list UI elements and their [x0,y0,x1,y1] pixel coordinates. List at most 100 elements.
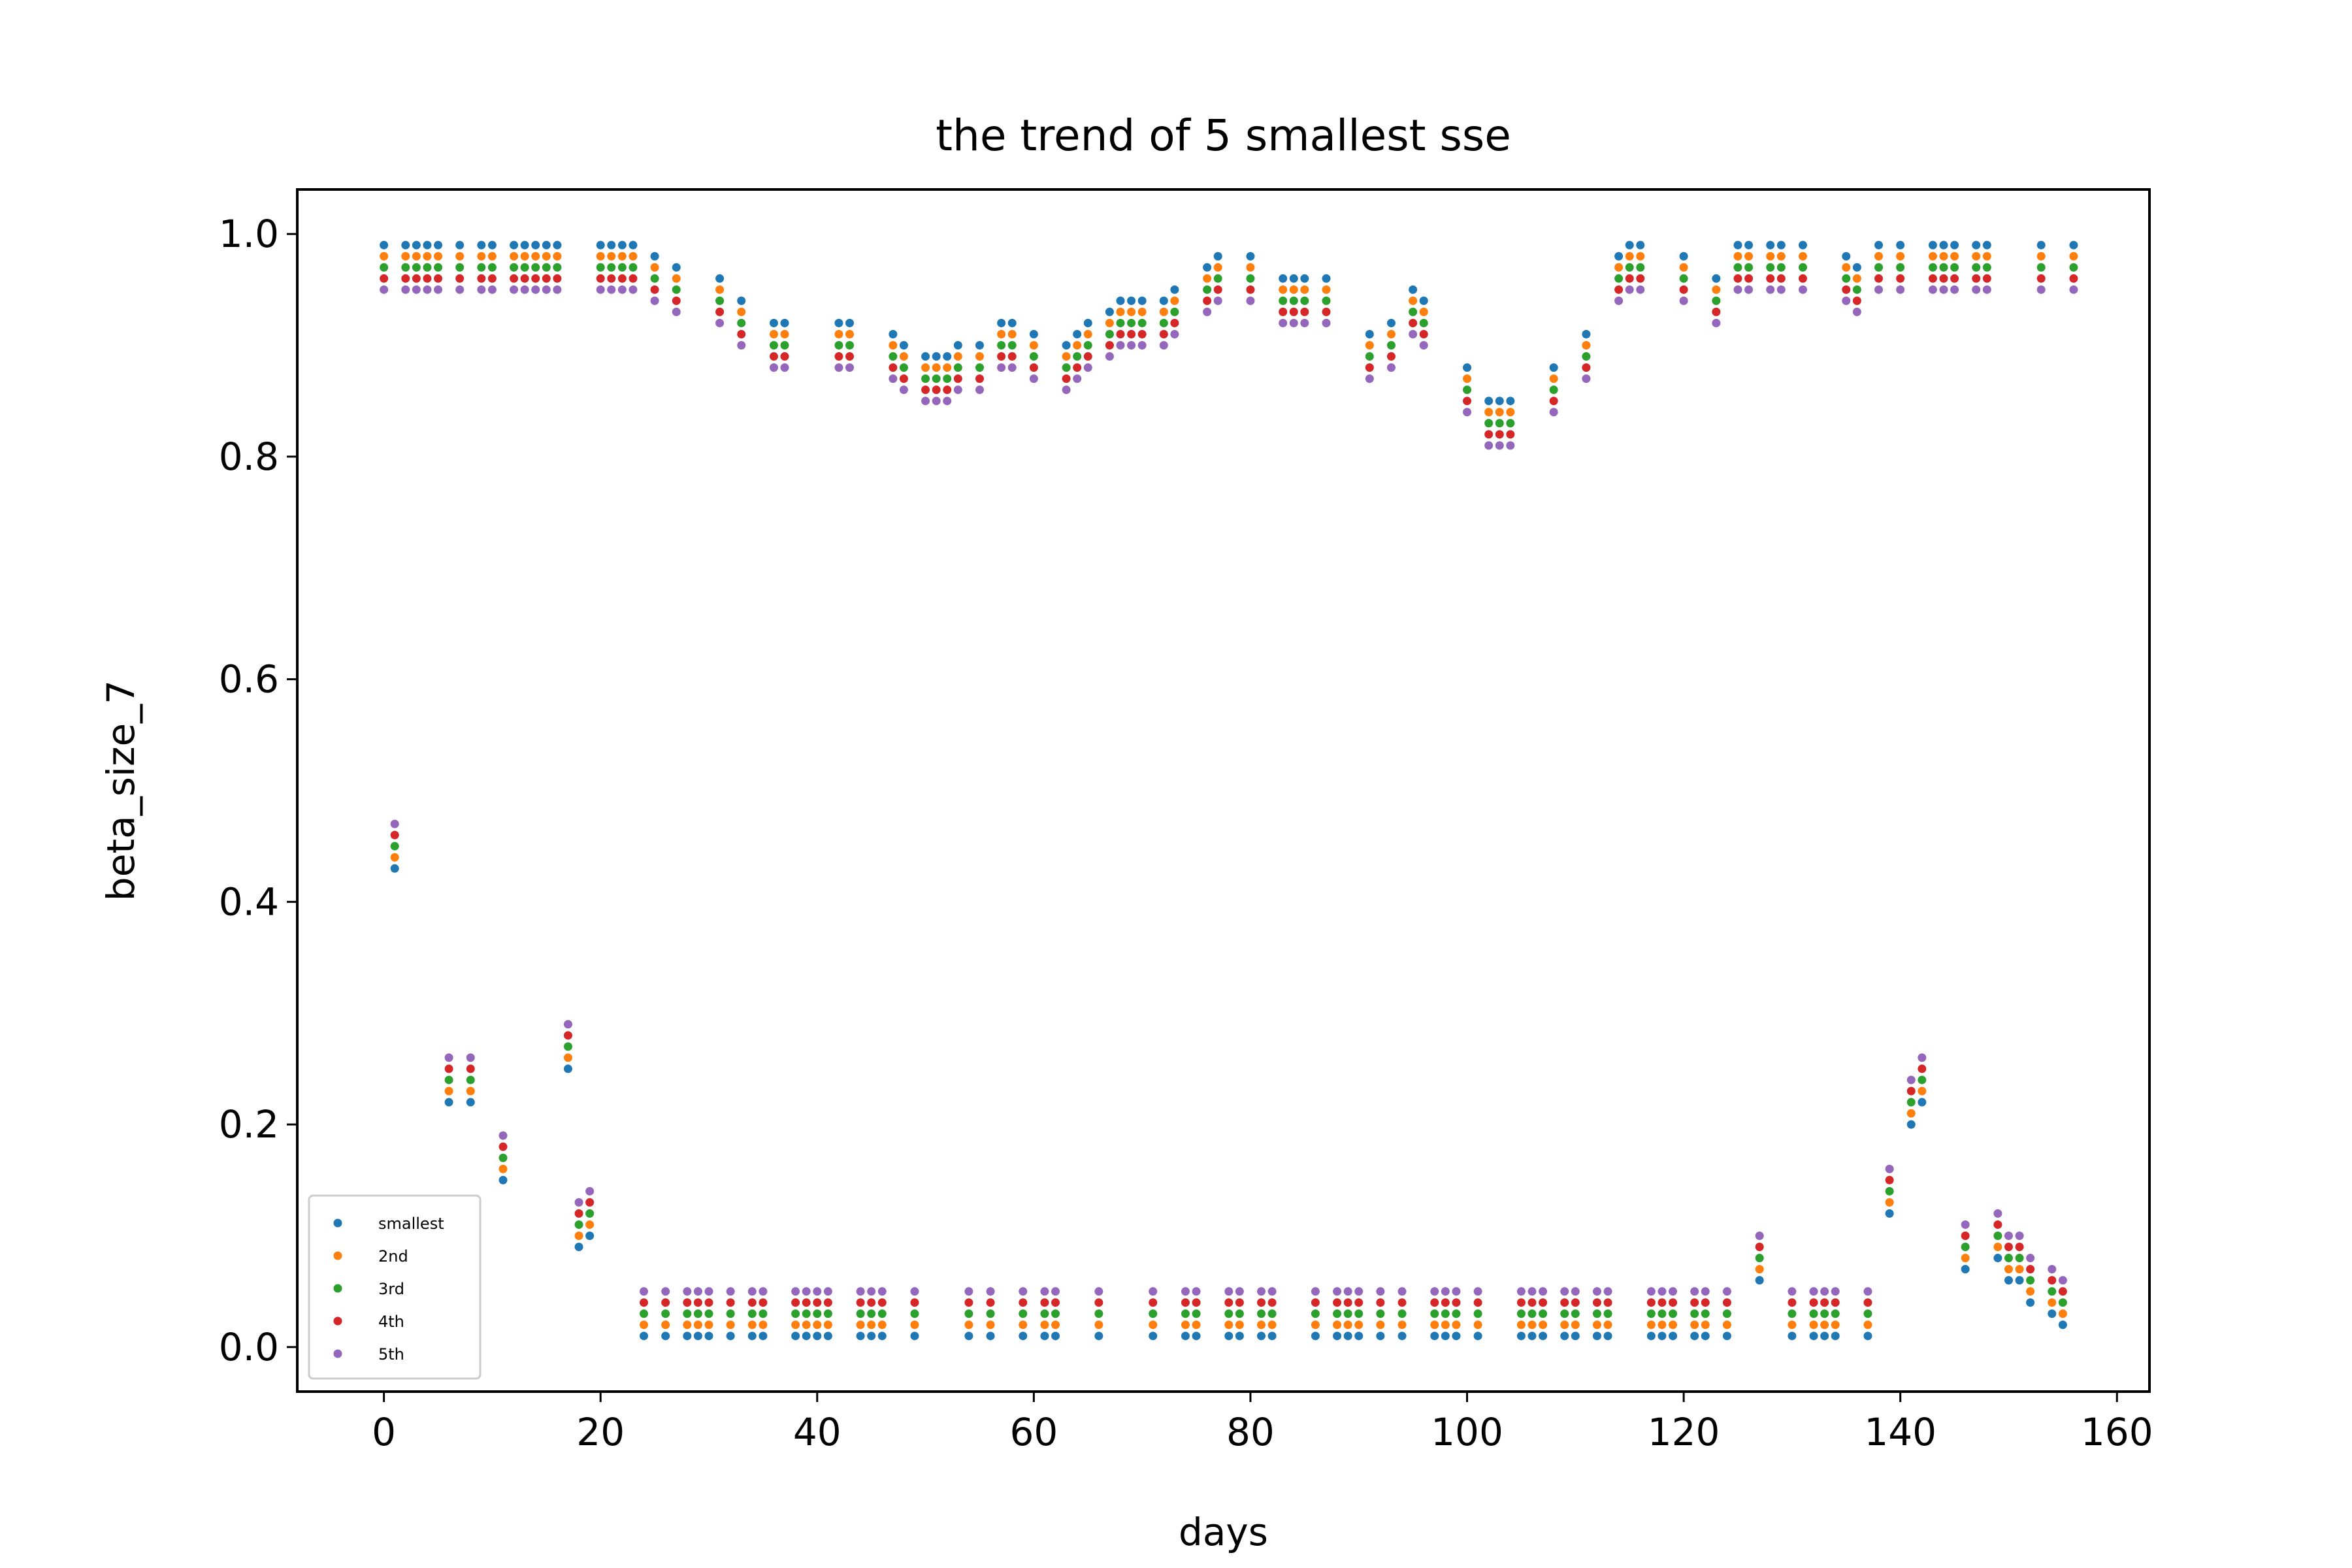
point-3rd [1333,1309,1342,1318]
point-4th [1788,1298,1797,1307]
x-tick-label: 60 [1009,1410,1058,1454]
chart-title: the trend of 5 smallest sse [936,110,1511,161]
point-4th [704,1298,713,1307]
point-4th [2048,1276,2057,1285]
point-4th [1463,397,1472,406]
point-4th [726,1298,735,1307]
point-smallest [477,240,486,250]
point-2nd [1592,1320,1601,1330]
point-3rd [877,1309,887,1318]
legend-label: 5th [378,1345,404,1364]
point-5th [1733,285,1742,294]
point-smallest [1224,1331,1233,1341]
point-5th [1484,441,1494,450]
point-5th [542,285,551,294]
point-2nd [1690,1320,1699,1330]
point-5th [1094,1287,1103,1296]
point-5th [1452,1287,1461,1296]
point-2nd [1571,1320,1580,1330]
point-4th [953,374,962,384]
point-3rd [1744,263,1754,272]
point-5th [1333,1287,1342,1296]
point-4th [412,274,421,283]
point-5th [466,1053,475,1062]
point-5th [1625,285,1634,294]
point-5th [1690,1287,1699,1296]
point-2nd [477,252,486,261]
point-smallest [834,318,843,327]
point-2nd [899,352,908,361]
point-3rd [1105,329,1114,338]
point-2nd [997,329,1006,338]
point-5th [1311,1287,1320,1296]
point-smallest [617,240,627,250]
point-5th [1409,329,1418,338]
point-4th [877,1298,887,1307]
point-3rd [1257,1309,1266,1318]
point-3rd [1495,419,1504,428]
point-2nd [1430,1320,1439,1330]
point-4th [1062,374,1071,384]
point-smallest [1322,274,1331,283]
point-4th [997,352,1006,361]
point-smallest [1918,1098,1927,1107]
point-4th [1560,1298,1569,1307]
point-smallest [1571,1331,1580,1341]
point-3rd [531,263,540,272]
point-5th [1788,1287,1797,1296]
point-4th [1842,285,1851,294]
y-tick-label: 0.0 [219,1325,279,1369]
x-tick-label: 100 [1431,1410,1503,1454]
point-2nd [1755,1265,1764,1274]
point-5th [1614,296,1624,305]
point-3rd [477,263,486,272]
point-2nd [1636,252,1645,261]
point-4th [1397,1298,1407,1307]
point-smallest [2004,1276,2013,1285]
point-4th [1636,274,1645,283]
point-smallest [1137,296,1147,305]
point-2nd [802,1320,811,1330]
point-smallest [1993,1254,2002,1263]
point-5th [574,1198,583,1207]
point-4th [477,274,486,283]
point-2nd [1939,252,1948,261]
point-5th [1040,1287,1049,1296]
point-3rd [1755,1254,1764,1263]
point-3rd [2069,263,2078,272]
point-4th [737,329,746,338]
point-smallest [921,352,930,361]
point-4th [1246,285,1255,294]
point-2nd [1386,329,1396,338]
point-4th [759,1298,768,1307]
point-smallest [1419,296,1428,305]
point-2nd [1852,274,1861,283]
point-smallest [1906,1120,1916,1129]
point-4th [1224,1298,1233,1307]
point-smallest [1409,285,1418,294]
point-3rd [1267,1309,1277,1318]
point-3rd [1007,341,1017,350]
point-2nd [1918,1086,1927,1096]
point-smallest [1950,240,1959,250]
point-2nd [856,1320,865,1330]
point-5th [1007,363,1017,372]
point-3rd [1430,1309,1439,1318]
point-2nd [1776,252,1786,261]
point-2nd [487,252,497,261]
point-4th [986,1298,995,1307]
point-5th [661,1287,670,1296]
point-3rd [1896,263,1905,272]
point-smallest [769,318,778,327]
point-2nd [455,252,465,261]
point-4th [1105,341,1114,350]
point-3rd [1170,307,1179,316]
point-3rd [390,841,399,851]
point-3rd [1029,352,1038,361]
point-smallest [1257,1331,1266,1341]
point-4th [715,307,725,316]
point-4th [823,1298,832,1307]
point-smallest [802,1331,811,1341]
point-2nd [943,363,952,372]
point-4th [834,352,843,361]
